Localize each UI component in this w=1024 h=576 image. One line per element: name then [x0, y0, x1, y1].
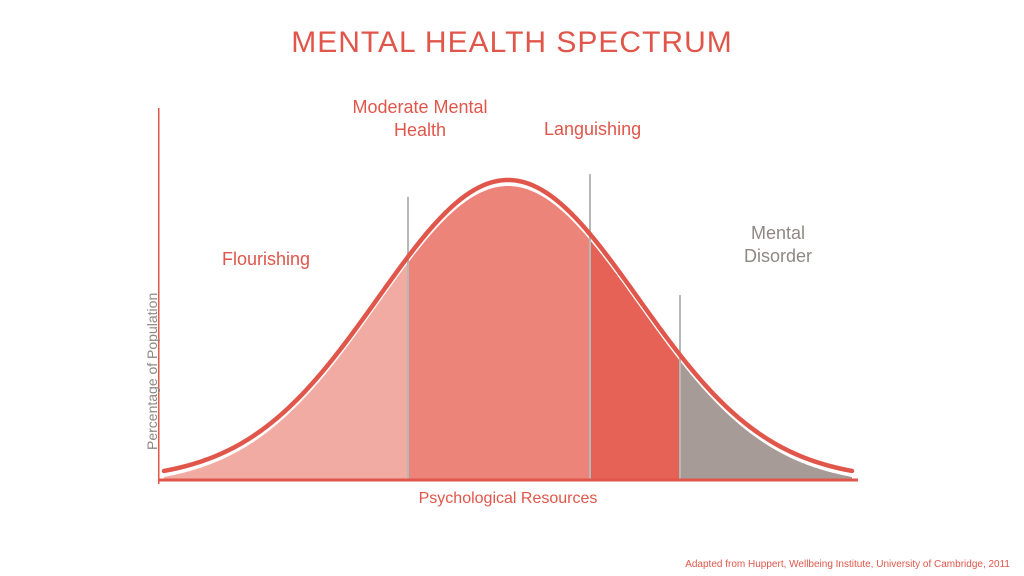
region-0 [164, 263, 408, 480]
credit-line: Adapted from Huppert, Wellbeing Institut… [685, 559, 1010, 570]
label-languishing: Languishing [544, 118, 641, 141]
page-title: MENTAL HEALTH SPECTRUM [0, 26, 1024, 60]
y-axis-label: Percentage of Population [144, 293, 160, 450]
region-1 [408, 186, 590, 480]
region-3 [680, 361, 852, 480]
x-axis-label: Psychological Resources [158, 490, 858, 508]
chart-container [158, 108, 858, 488]
label-flourishing: Flourishing [222, 248, 310, 271]
label-moderate: Moderate Mental Health [320, 96, 520, 141]
distribution-chart [158, 108, 858, 488]
label-disorder: Mental Disorder [728, 222, 828, 267]
region-2 [590, 240, 680, 480]
